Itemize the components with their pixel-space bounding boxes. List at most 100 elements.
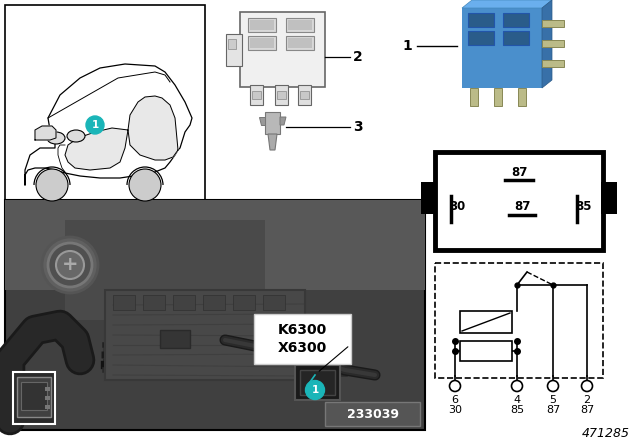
Bar: [542, 20, 564, 27]
Bar: [421, 182, 437, 214]
Ellipse shape: [67, 130, 85, 142]
Bar: [252, 91, 261, 99]
Circle shape: [582, 380, 593, 392]
Bar: [263, 295, 285, 310]
Polygon shape: [542, 0, 552, 88]
Circle shape: [48, 243, 92, 287]
Text: 87: 87: [580, 405, 594, 415]
Bar: [468, 13, 494, 27]
Circle shape: [449, 380, 461, 392]
Bar: [250, 85, 263, 105]
Bar: [277, 91, 286, 99]
Text: 1: 1: [403, 39, 412, 53]
Text: 471285: 471285: [582, 427, 630, 440]
Bar: [298, 85, 311, 105]
Bar: [601, 182, 617, 214]
Circle shape: [36, 169, 68, 201]
Bar: [286, 36, 314, 50]
Bar: [435, 152, 603, 250]
Bar: [468, 31, 494, 45]
Bar: [288, 38, 312, 48]
Text: 1: 1: [312, 385, 319, 395]
Polygon shape: [35, 126, 56, 140]
Text: +: +: [61, 255, 78, 275]
Text: 87: 87: [546, 405, 560, 415]
FancyBboxPatch shape: [254, 314, 351, 364]
Bar: [460, 311, 512, 333]
Bar: [286, 18, 314, 32]
Text: 2: 2: [584, 395, 591, 405]
Bar: [105, 290, 305, 380]
Bar: [435, 263, 603, 378]
Text: 85: 85: [575, 201, 591, 214]
Bar: [233, 295, 255, 310]
Circle shape: [86, 116, 104, 134]
Text: 30: 30: [449, 201, 465, 214]
Bar: [45, 387, 50, 391]
Text: 4: 4: [513, 395, 520, 405]
Bar: [21, 382, 47, 410]
Circle shape: [305, 380, 324, 400]
Bar: [503, 31, 529, 45]
Polygon shape: [25, 64, 192, 185]
Bar: [300, 370, 335, 395]
Polygon shape: [65, 128, 128, 170]
Circle shape: [42, 237, 98, 293]
Polygon shape: [128, 96, 178, 160]
Text: 85: 85: [510, 405, 524, 415]
Bar: [45, 396, 50, 400]
Bar: [300, 91, 309, 99]
Text: 87: 87: [511, 165, 527, 178]
Bar: [65, 220, 265, 320]
FancyBboxPatch shape: [325, 402, 420, 426]
Bar: [203, 295, 225, 310]
Bar: [250, 38, 274, 48]
Text: 6: 6: [451, 395, 458, 405]
Bar: [5, 200, 425, 430]
Circle shape: [56, 251, 84, 279]
Text: 3: 3: [353, 120, 363, 134]
Bar: [460, 341, 512, 361]
Bar: [228, 39, 236, 49]
Bar: [518, 88, 526, 106]
Text: 233039: 233039: [347, 408, 399, 421]
Bar: [248, 36, 276, 50]
Bar: [143, 295, 165, 310]
Polygon shape: [280, 117, 286, 125]
Bar: [240, 12, 325, 87]
Bar: [470, 88, 478, 106]
Bar: [173, 295, 195, 310]
Circle shape: [547, 380, 559, 392]
Bar: [160, 330, 190, 348]
Bar: [45, 405, 50, 409]
Bar: [5, 5, 205, 200]
Text: 30: 30: [448, 405, 462, 415]
Bar: [295, 365, 340, 400]
Bar: [265, 112, 280, 134]
Bar: [250, 20, 274, 30]
Circle shape: [511, 380, 522, 392]
Bar: [275, 85, 288, 105]
Polygon shape: [462, 0, 552, 8]
Text: 1: 1: [92, 120, 99, 130]
Text: K6300: K6300: [277, 323, 326, 337]
Bar: [5, 200, 425, 290]
Bar: [503, 13, 529, 27]
Text: 2: 2: [353, 50, 363, 64]
Bar: [288, 20, 312, 30]
Text: 87: 87: [514, 201, 530, 214]
Bar: [462, 8, 542, 88]
Circle shape: [129, 169, 161, 201]
Ellipse shape: [47, 132, 65, 144]
Polygon shape: [268, 134, 277, 150]
Text: X6300: X6300: [277, 341, 326, 355]
Bar: [113, 295, 135, 310]
Bar: [17, 377, 51, 417]
Bar: [226, 34, 242, 66]
Text: 5: 5: [550, 395, 557, 405]
Bar: [248, 18, 276, 32]
Polygon shape: [259, 117, 265, 125]
Bar: [542, 40, 564, 47]
Bar: [494, 88, 502, 106]
Bar: [542, 60, 564, 67]
